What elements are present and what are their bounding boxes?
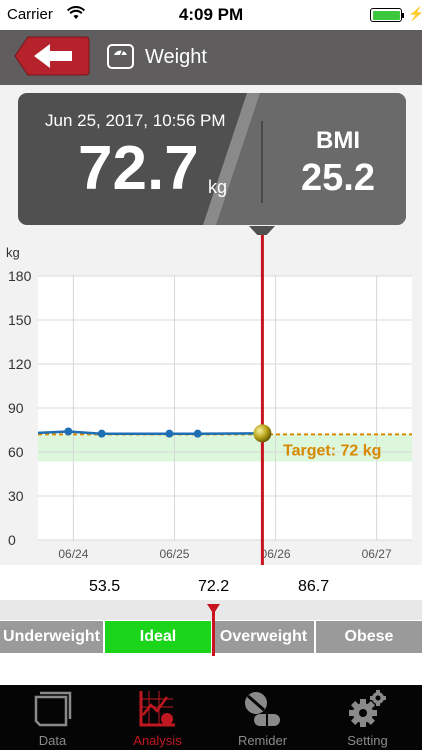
- charging-icon: ⚡: [408, 6, 422, 21]
- chart-svg[interactable]: 0 30 60 90 120 150 180 06/24 06/25 06/26 06/27 kg Ta…: [0, 235, 422, 565]
- wifi-icon: [67, 6, 85, 19]
- bmi-label: BMI: [316, 127, 360, 154]
- measurement-datetime: Jun 25, 2017, 10:56 PM: [45, 111, 226, 130]
- scale-marker-tip: [207, 604, 220, 614]
- selected-data-point: [253, 424, 272, 443]
- data-point: [64, 427, 73, 436]
- weight-unit: kg: [208, 177, 228, 197]
- carrier-label: Carrier: [7, 6, 53, 23]
- weight-value: 72.7: [78, 134, 199, 203]
- tab-data[interactable]: Data: [0, 685, 105, 750]
- tab-setting[interactable]: Setting: [315, 685, 420, 750]
- y-axis-label: kg: [6, 245, 20, 260]
- tab-data-label: Data: [38, 733, 67, 748]
- page-title: Weight: [145, 46, 207, 68]
- weight-chart[interactable]: 0 30 60 90 120 150 180 06/24 06/25 06/26 06/27 kg Ta…: [0, 235, 422, 565]
- y-tick-label: 150: [8, 312, 32, 328]
- tab-analysis[interactable]: Analysis: [105, 685, 210, 750]
- nav-bar: Weight: [0, 30, 422, 85]
- y-tick-label: 180: [8, 268, 32, 284]
- tab-analysis-label: Analysis: [133, 733, 182, 748]
- x-tick-label: 06/24: [58, 547, 88, 561]
- threshold-overweight: 86.7: [298, 578, 330, 595]
- threshold-underweight: 53.5: [89, 578, 121, 595]
- clock: 4:09 PM: [178, 5, 244, 24]
- ideal-range-band: [38, 434, 412, 462]
- segment-overweight: Overweight: [213, 621, 314, 653]
- tab-bar: Data Analysis Remider: [0, 685, 422, 750]
- back-arrow-icon: [34, 44, 72, 68]
- tab-reminder[interactable]: Remider: [210, 685, 315, 750]
- y-tick-label: 30: [8, 488, 24, 504]
- card-pointer: [249, 226, 275, 240]
- x-tick-label: 06/27: [362, 547, 392, 561]
- summary-area: Jun 25, 2017, 10:56 PM 72.7 kg BMI 25.2: [0, 85, 422, 240]
- segment-ideal: Ideal: [105, 621, 211, 653]
- analysis-chart-icon: [139, 691, 175, 727]
- bmi-value: 25.2: [301, 157, 375, 199]
- y-tick-label: 60: [8, 444, 24, 460]
- back-button[interactable]: [14, 36, 90, 76]
- battery-icon: [370, 8, 402, 22]
- data-folder-icon: [34, 691, 72, 727]
- y-tick-label: 120: [8, 356, 32, 372]
- y-tick-label: 0: [8, 532, 16, 548]
- x-tick-label: 06/26: [261, 547, 291, 561]
- y-tick-label: 90: [8, 400, 24, 416]
- weight-category-scale: Underweight Ideal Overweight Obese: [0, 600, 422, 682]
- tab-reminder-label: Remider: [237, 733, 288, 748]
- data-point: [165, 429, 174, 438]
- segment-underweight: Underweight: [0, 621, 103, 653]
- scale-marker: [212, 604, 215, 656]
- scale-icon: [107, 44, 134, 69]
- status-bar: Carrier 4:09 PM ⚡: [0, 0, 422, 30]
- x-tick-label: 06/25: [159, 547, 189, 561]
- tab-setting-label: Setting: [347, 733, 388, 748]
- pill-reminder-icon: [245, 692, 280, 726]
- selection-marker-line: [260, 235, 264, 565]
- target-label: Target: 72 kg: [283, 442, 381, 459]
- summary-card: Jun 25, 2017, 10:56 PM 72.7 kg BMI 25.2: [18, 93, 406, 225]
- weight-series-line: [37, 430, 263, 435]
- bmi-threshold-values: 53.5 72.2 86.7: [0, 570, 422, 600]
- data-point: [193, 429, 202, 438]
- segment-obese: Obese: [316, 621, 422, 653]
- threshold-ideal: 72.2: [198, 578, 230, 595]
- gear-icon: [349, 690, 386, 727]
- data-point: [97, 429, 106, 438]
